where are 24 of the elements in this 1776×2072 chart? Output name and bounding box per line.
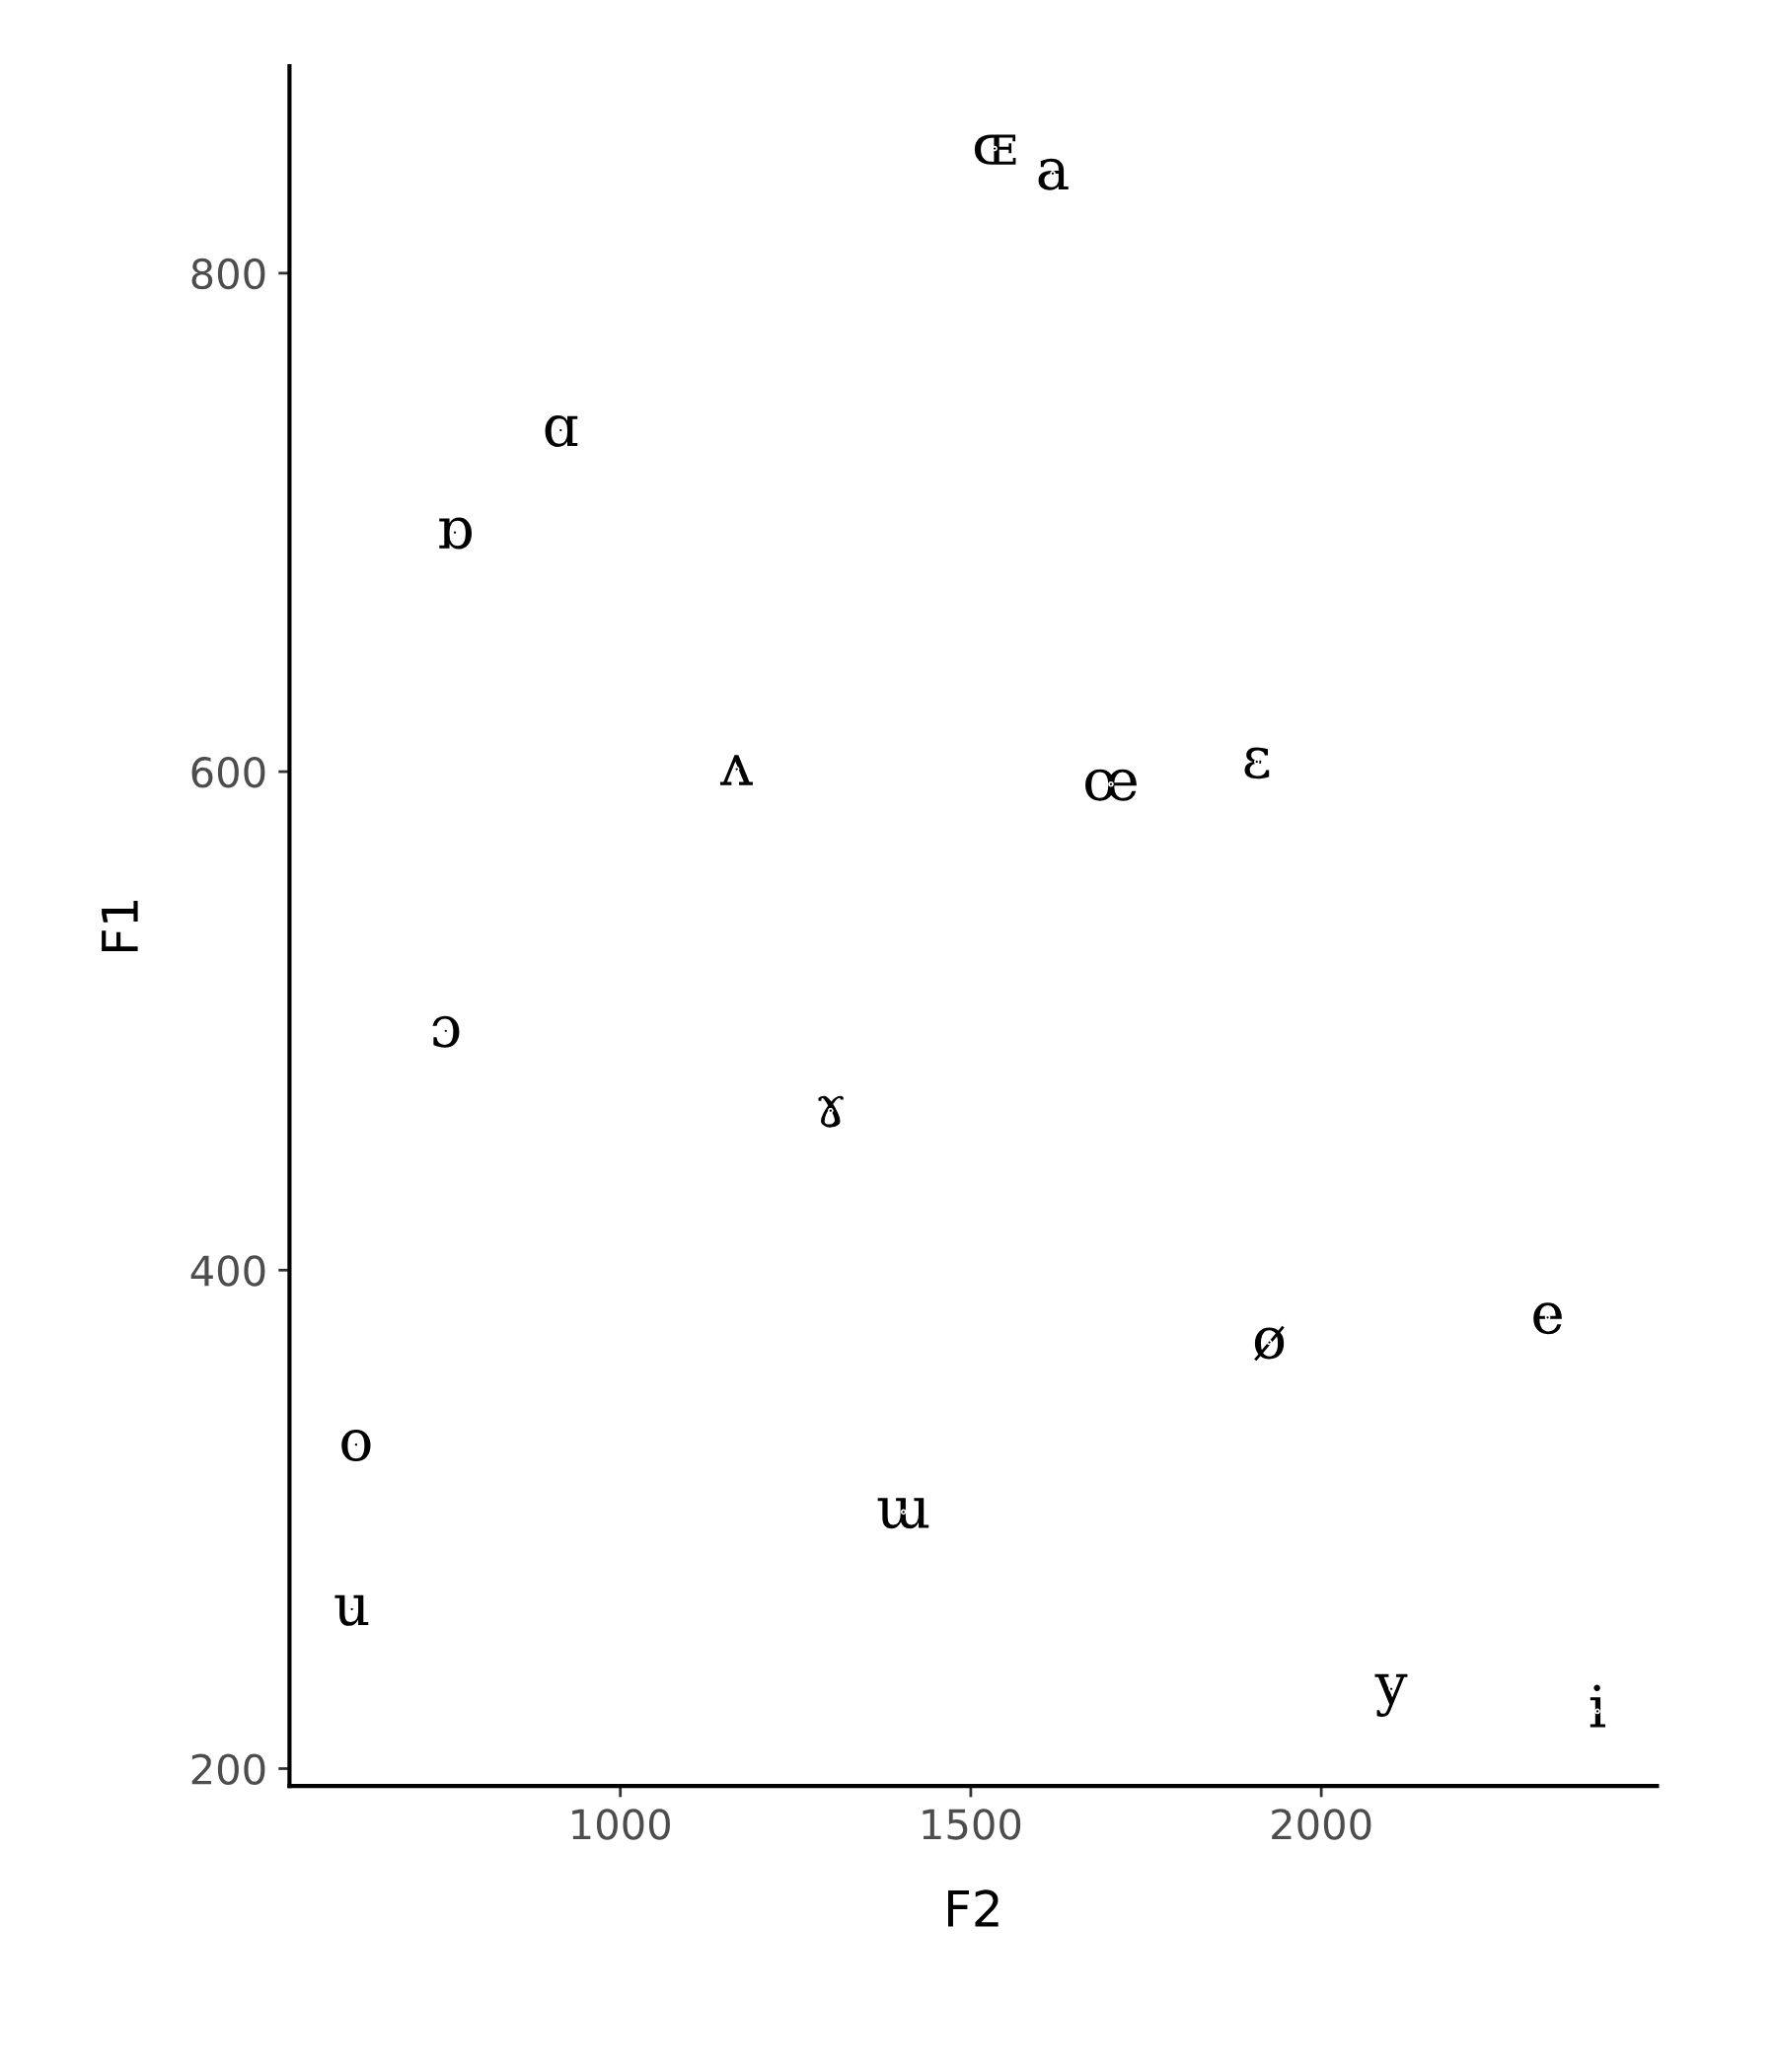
data-label: ɛ xyxy=(1244,747,1270,779)
x-tick-label: 1500 xyxy=(923,1809,1021,1840)
data-label: e xyxy=(1533,1302,1562,1335)
x-tick-label: 2000 xyxy=(1272,1809,1371,1840)
data-label: ɶ xyxy=(974,134,1016,165)
y-axis-title: F1 xyxy=(102,901,138,952)
data-label: o xyxy=(341,1430,371,1462)
data-label: u xyxy=(334,1594,369,1626)
data-label: ɯ xyxy=(877,1498,929,1529)
data-label: ɒ xyxy=(439,517,473,550)
data-label: œ xyxy=(1085,769,1137,801)
y-tick-label: 400 xyxy=(190,1255,265,1287)
x-axis-title: F2 xyxy=(948,1889,999,1927)
x-tick-label: 1000 xyxy=(572,1809,670,1840)
data-label: ɤ xyxy=(818,1095,844,1128)
data-label: ø xyxy=(1254,1325,1285,1362)
data-label: ɑ xyxy=(545,415,578,447)
y-tick-label: 800 xyxy=(191,258,265,290)
data-label: a xyxy=(1038,158,1069,190)
data-label: ʌ xyxy=(719,755,753,785)
data-label: ɔ xyxy=(432,1015,460,1048)
data-label: y xyxy=(1374,1673,1408,1717)
y-tick-label: 600 xyxy=(191,756,265,788)
y-tick-label: 200 xyxy=(191,1753,265,1785)
